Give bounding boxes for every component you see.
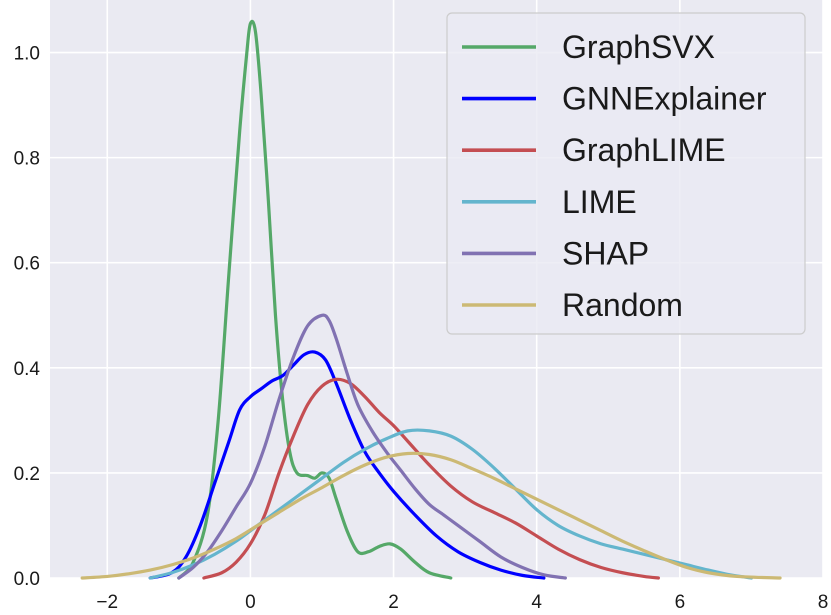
legend-label-graphsvx: GraphSVX [562, 29, 715, 65]
legend-label-lime: LIME [562, 184, 637, 220]
series-line-shap [177, 313, 567, 580]
x-axis-ticks: −2 0 2 4 6 8 [96, 592, 828, 613]
series-line-random [80, 451, 782, 580]
legend-box [446, 12, 806, 335]
series-line-graphlime [202, 377, 660, 580]
x-tick-label: 2 [388, 592, 399, 613]
legend-label-graphlime: GraphLIME [562, 132, 726, 168]
series-line-gnnexplainer [148, 350, 546, 580]
legend: GraphSVX GNNExplainer GraphLIME LIME SHAP Ran… [446, 12, 806, 335]
series-lines [80, 19, 782, 580]
x-tick-label: 0 [245, 592, 256, 613]
x-tick-label: 8 [818, 592, 829, 613]
y-tick-label: 0.4 [14, 359, 41, 380]
y-axis-ticks: 0.0 0.2 0.4 0.6 0.8 1.0 [14, 44, 41, 590]
y-tick-label: 1.0 [14, 44, 40, 65]
y-tick-label: 0.2 [14, 464, 40, 485]
x-tick-label: −2 [96, 592, 118, 613]
legend-label-random: Random [562, 287, 683, 323]
legend-label-shap: SHAP [562, 235, 649, 271]
y-tick-label: 0.0 [14, 569, 40, 590]
x-tick-label: 6 [675, 592, 686, 613]
series-line-graphsvx [177, 19, 453, 580]
y-tick-label: 0.6 [14, 254, 40, 275]
x-tick-label: 4 [531, 592, 542, 613]
legend-label-gnnexplainer: GNNExplainer [562, 81, 767, 117]
y-tick-label: 0.8 [14, 149, 40, 170]
